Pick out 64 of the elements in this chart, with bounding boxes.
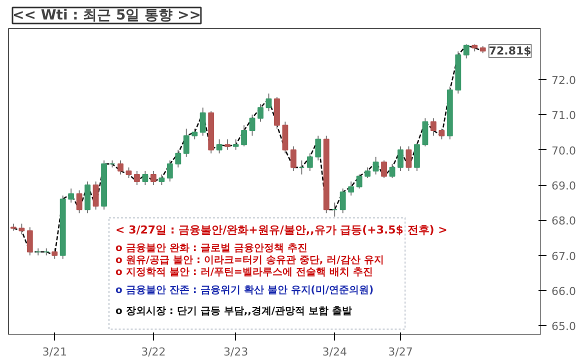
y-tick-label: 67.0 — [552, 250, 576, 263]
candlestick — [406, 146, 412, 172]
candlestick — [389, 163, 396, 178]
candlestick — [241, 124, 247, 147]
candlestick — [158, 174, 165, 186]
candlestick — [290, 146, 296, 172]
candlestick — [26, 226, 33, 256]
candlestick — [258, 104, 264, 122]
candlestick — [224, 138, 231, 150]
candlestick — [372, 156, 379, 175]
candlestick — [340, 188, 346, 214]
candlestick — [332, 202, 338, 218]
candlestick — [306, 152, 313, 172]
candlestick — [183, 128, 190, 158]
x-tick-label: 3/22 — [141, 346, 166, 358]
candlestick — [266, 93, 272, 112]
candlestick — [364, 166, 371, 178]
candlestick — [134, 170, 140, 186]
y-tick-label: 71.0 — [552, 109, 576, 122]
candlestick — [166, 160, 173, 182]
candlestick — [216, 138, 222, 154]
x-tick-label: 3/27 — [388, 346, 413, 358]
candlestick — [200, 107, 206, 136]
chart-title: << Wti : 최근 5일 통향 >> — [12, 8, 201, 24]
annotation: o 장외시장 : 단기 급등 부담,,경계/관망적 보합 출발 — [116, 306, 352, 317]
candlestick — [118, 160, 124, 175]
y-tick-label: 69.0 — [552, 180, 576, 193]
candlestick — [232, 138, 239, 150]
candlestick — [18, 223, 25, 235]
y-tick-label: 66.0 — [552, 285, 576, 298]
candlestick — [68, 188, 74, 204]
candlestick — [356, 174, 362, 190]
annotation: o 지정학적 불안 : 러/푸틴=벨라루스에 전술핵 배치 추진 — [116, 267, 373, 278]
y-tick-label: 68.0 — [552, 214, 576, 228]
candlestick — [150, 170, 156, 186]
candlestick — [52, 248, 58, 260]
candlestick — [422, 118, 428, 147]
candlestick — [92, 181, 99, 210]
candlestick — [298, 160, 305, 175]
annotation: 72.81$ — [488, 44, 532, 58]
x-tick-label: 3/24 — [322, 346, 347, 358]
candlestick — [249, 114, 256, 136]
annotation: o 금융불안 잔존 : 금융위기 확산 불안 유지(미/연준의원) — [116, 285, 374, 296]
candlestick — [438, 128, 445, 140]
candlestick — [142, 170, 148, 186]
annotation: < 3/27일 : 금융불안/완화+원유/불안,,유가 급등(+3.5$ 전후) > — [116, 224, 448, 237]
annotation: o 금융불안 완화 : 글로벌 금융안정책 추진 — [116, 243, 308, 254]
candlestick — [381, 160, 387, 178]
candlestick — [430, 118, 436, 136]
candlestick — [414, 142, 420, 172]
candlestick — [463, 44, 470, 59]
y-tick-label: 65.0 — [552, 320, 576, 334]
candlestick — [348, 181, 354, 196]
candlestick — [175, 149, 182, 168]
y-tick-label: 70.0 — [552, 144, 576, 158]
candlestick — [315, 135, 322, 161]
x-tick-label: 3/21 — [42, 346, 67, 358]
candlestick — [126, 166, 132, 178]
x-tick-label: 3/23 — [223, 346, 248, 358]
candlestick — [76, 190, 82, 214]
candlestick — [192, 128, 198, 140]
candlestick — [398, 146, 404, 172]
y-tick-label: 72.0 — [552, 74, 576, 87]
annotation: o 원유/공급 불안 : 이라크=터키 송유관 중단, 러/감산 유지 — [116, 254, 384, 266]
